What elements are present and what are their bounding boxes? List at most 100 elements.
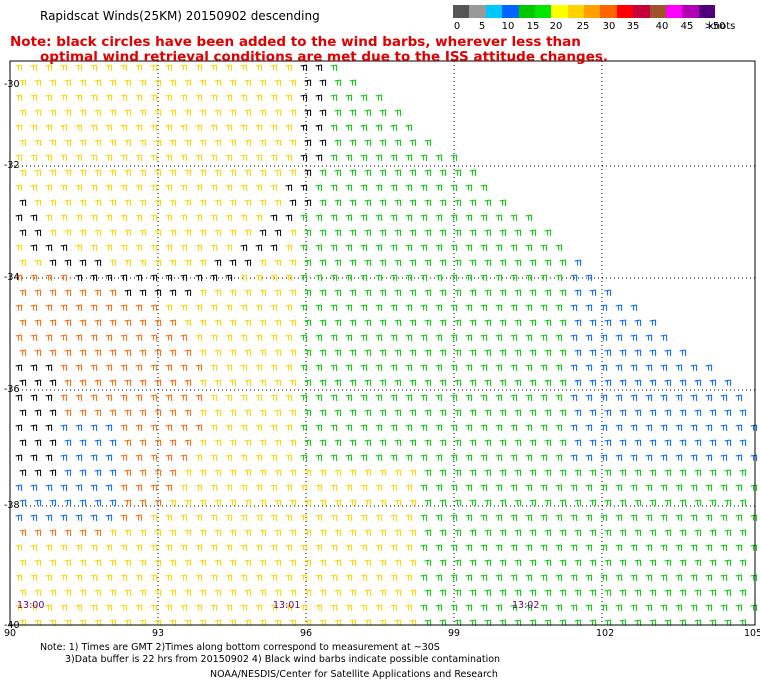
wind-barb: [409, 139, 417, 146]
wind-barb: [334, 229, 342, 236]
wind-barb: [559, 529, 567, 536]
wind-barb: [315, 214, 323, 221]
wind-barb: [645, 514, 653, 521]
wind-barb: [360, 484, 368, 491]
wind-barb: [105, 424, 113, 431]
wind-barb: [619, 529, 627, 536]
wind-barb: [225, 94, 233, 101]
wind-barb: [270, 214, 278, 221]
wind-barb: [300, 484, 308, 491]
wind-barb: [480, 334, 488, 341]
wind-barb: [270, 64, 278, 71]
wind-barb: [15, 184, 23, 191]
wind-barb: [214, 199, 222, 206]
wind-barb: [495, 364, 503, 371]
wind-barb: [90, 394, 98, 401]
wind-barb: [304, 499, 312, 506]
wind-barb: [484, 559, 492, 566]
wind-barb: [105, 364, 113, 371]
wind-barb: [334, 319, 342, 326]
wind-barb: [214, 559, 222, 566]
wind-barb: [240, 244, 248, 251]
wind-barb: [214, 259, 222, 266]
wind-barb: [544, 529, 552, 536]
wind-barb: [259, 529, 267, 536]
wind-barb: [379, 319, 387, 326]
wind-barb: [60, 184, 68, 191]
wind-barb: [739, 469, 747, 476]
wind-barb: [345, 94, 353, 101]
wind-barb: [405, 424, 413, 431]
wind-barb: [364, 229, 372, 236]
wind-barb: [705, 544, 713, 551]
wind-barb: [285, 364, 293, 371]
wind-barb: [120, 334, 128, 341]
wind-barb: [49, 559, 57, 566]
wind-barb: [480, 544, 488, 551]
wind-barb: [94, 319, 102, 326]
wind-barb: [240, 484, 248, 491]
wind-barb: [364, 199, 372, 206]
wind-barb: [379, 379, 387, 386]
wind-barb: [405, 304, 413, 311]
wind-barb: [90, 544, 98, 551]
wind-barb: [484, 469, 492, 476]
wind-barb: [540, 304, 548, 311]
wind-barb: [499, 199, 507, 206]
wind-barb: [720, 574, 728, 581]
wind-barb: [304, 139, 312, 146]
wind-barb: [630, 604, 638, 611]
wind-barb: [255, 604, 263, 611]
wind-barb: [94, 379, 102, 386]
wind-barb: [30, 214, 38, 221]
wind-barb: [469, 439, 477, 446]
wind-barb: [405, 154, 413, 161]
wind-barb: [435, 184, 443, 191]
wind-barb: [544, 349, 552, 356]
wind-barb: [465, 514, 473, 521]
wind-barb: [555, 454, 563, 461]
wind-barb: [375, 304, 383, 311]
wind-barb: [165, 574, 173, 581]
wind-barb: [135, 94, 143, 101]
wind-barb: [244, 259, 252, 266]
wind-barb: [169, 559, 177, 566]
wind-barb: [240, 364, 248, 371]
wind-barb: [154, 139, 162, 146]
wind-barb: [45, 334, 53, 341]
wind-barb: [364, 559, 372, 566]
color-scale-label: 45: [680, 21, 694, 32]
wind-barb: [79, 229, 87, 236]
wind-barb: [484, 199, 492, 206]
wind-barb: [255, 364, 263, 371]
wind-barb: [454, 589, 462, 596]
wind-barb: [525, 364, 533, 371]
wind-barb: [499, 529, 507, 536]
wind-barb: [615, 484, 623, 491]
wind-barb: [574, 589, 582, 596]
wind-barb: [304, 199, 312, 206]
wind-barb: [199, 349, 207, 356]
wind-barb: [465, 184, 473, 191]
color-scale-units: knots: [708, 21, 736, 32]
wind-barb: [60, 64, 68, 71]
wind-barb: [150, 604, 158, 611]
wind-barb: [454, 289, 462, 296]
wind-barb: [315, 124, 323, 131]
wind-barb: [49, 79, 57, 86]
wind-barb: [424, 259, 432, 266]
wind-barb: [615, 544, 623, 551]
wind-barb: [274, 229, 282, 236]
wind-barb: [334, 199, 342, 206]
wind-barb: [79, 349, 87, 356]
wind-barb: [184, 199, 192, 206]
wind-barb: [120, 64, 128, 71]
wind-barb: [345, 334, 353, 341]
wind-barb: [735, 544, 743, 551]
wind-barb: [109, 529, 117, 536]
wind-barb: [135, 274, 143, 281]
wind-barb: [90, 124, 98, 131]
wind-barb: [649, 379, 657, 386]
wind-barb: [495, 514, 503, 521]
wind-barb: [90, 274, 98, 281]
